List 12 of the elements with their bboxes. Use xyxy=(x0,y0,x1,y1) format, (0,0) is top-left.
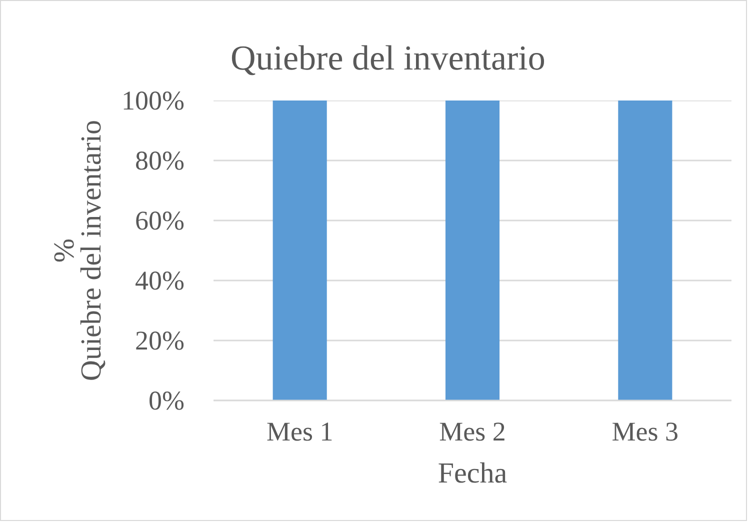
y-tick-label: 40% xyxy=(135,266,185,296)
y-tick-label: 60% xyxy=(135,206,185,236)
y-tick-label: 0% xyxy=(148,386,185,416)
chart-title: Quiebre del inventario xyxy=(230,38,546,78)
x-tick-label: Mes 2 xyxy=(439,416,506,446)
y-tick-label: 80% xyxy=(135,146,185,176)
x-axis-title: Fecha xyxy=(438,458,508,490)
x-tick-label: Mes 3 xyxy=(612,416,679,446)
x-tick-label: Mes 1 xyxy=(266,416,334,446)
y-axis-title: % Quiebre del inventario xyxy=(48,120,108,381)
y-tick-label: 100% xyxy=(122,86,185,116)
y-tick-label: 20% xyxy=(135,326,185,356)
